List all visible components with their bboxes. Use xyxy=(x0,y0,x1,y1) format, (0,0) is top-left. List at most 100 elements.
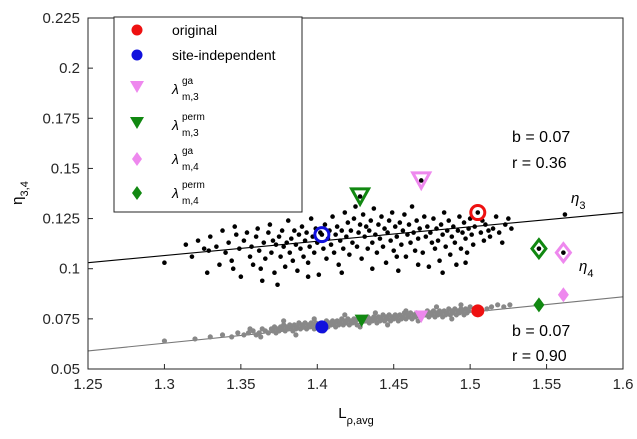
eta3-point xyxy=(298,246,303,251)
eta3-point xyxy=(360,212,366,217)
plot-frame xyxy=(87,17,624,370)
eta3-point xyxy=(438,222,444,227)
eta3-point xyxy=(295,268,300,274)
eta4-scatter-points xyxy=(161,302,513,344)
eta3-point xyxy=(322,222,328,227)
eta3-point xyxy=(425,224,430,229)
eta3-fit-slope: b = 0.07 xyxy=(512,129,570,146)
eta4-perm4-marker xyxy=(533,297,545,313)
eta3-point xyxy=(389,210,395,215)
eta3-point xyxy=(366,228,372,233)
eta3-point xyxy=(301,254,306,259)
legend-label-original: original xyxy=(172,22,217,38)
eta3-point xyxy=(457,214,462,219)
y-tick-label: 0.075 xyxy=(42,311,80,328)
eta3-point xyxy=(397,220,403,225)
eta3-point xyxy=(392,224,398,229)
eta3-perm3-marker-center-point xyxy=(357,194,363,199)
eta4-point xyxy=(235,330,241,336)
eta3-point xyxy=(363,224,369,229)
legend-sub-perm-m3: m,3 xyxy=(182,128,199,139)
eta3-point xyxy=(302,238,308,243)
eta4-point xyxy=(192,336,198,342)
eta4-point xyxy=(488,304,495,310)
eta3-point xyxy=(285,218,291,223)
eta3-point xyxy=(382,226,387,231)
legend-sup-perm-m4: perm xyxy=(182,180,205,191)
eta4-point xyxy=(229,334,235,340)
eta3-point xyxy=(345,220,351,225)
eta3-point xyxy=(403,254,409,259)
eta3-ga4-marker-center-point xyxy=(561,250,566,255)
eta3-point xyxy=(388,238,393,243)
eta3-point xyxy=(279,228,285,233)
eta3-point xyxy=(342,210,348,215)
legend-label-perm-m3: λ xyxy=(171,117,179,133)
legend-item-site-independent: site-independent xyxy=(131,47,276,63)
eta3-point xyxy=(440,270,445,276)
eta3-point xyxy=(487,234,493,239)
eta3-point xyxy=(334,224,340,229)
eta4-point xyxy=(372,310,378,316)
eta3-point xyxy=(230,266,236,272)
eta3-point xyxy=(444,228,450,233)
x-tick-label: 1.3 xyxy=(154,376,175,393)
eta3-point xyxy=(370,240,375,245)
eta3-point xyxy=(321,246,326,251)
eta3-point xyxy=(337,238,343,243)
eta3-point xyxy=(466,226,471,231)
eta4-point xyxy=(219,332,226,338)
eta3-point xyxy=(284,240,290,245)
eta3-point xyxy=(339,228,345,233)
legend-marker-perm-m3 xyxy=(130,117,144,129)
eta3-point xyxy=(434,226,439,231)
x-tick-label: 1.55 xyxy=(532,376,561,393)
eta3-point xyxy=(292,228,297,233)
eta3-point xyxy=(351,216,357,221)
eta3-point xyxy=(238,274,244,280)
eta3-point xyxy=(362,234,367,239)
x-axis-label: Lρ,avg xyxy=(338,405,373,427)
eta3-point xyxy=(247,254,253,259)
eta3-point xyxy=(472,224,478,229)
eta4-point xyxy=(256,330,262,336)
eta3-point xyxy=(241,238,247,243)
eta4-point xyxy=(403,308,409,314)
eta3-point xyxy=(359,256,364,261)
eta3-point xyxy=(276,234,282,239)
eta3-point xyxy=(331,250,337,255)
eta4-point xyxy=(241,332,247,338)
eta3-point xyxy=(269,250,274,255)
eta4-fit-slope: b = 0.07 xyxy=(512,323,570,340)
eta3-point xyxy=(454,262,459,268)
eta4-point xyxy=(385,322,391,328)
eta3-point xyxy=(305,260,311,265)
eta4-line-label: η4 xyxy=(579,258,593,280)
eta3-point xyxy=(496,230,502,235)
y-axis-label: η3,4 xyxy=(9,181,31,205)
eta3-point xyxy=(350,240,355,245)
eta3-point xyxy=(458,246,464,251)
eta3-point xyxy=(426,264,432,270)
eta3-point xyxy=(461,220,467,225)
eta3-point xyxy=(440,232,445,237)
eta3-site-independent-marker-center-point xyxy=(319,232,325,237)
eta3-point xyxy=(183,242,189,247)
eta3-point xyxy=(308,216,314,221)
eta3-point xyxy=(481,238,487,243)
eta3-point xyxy=(293,242,299,247)
eta3-point xyxy=(386,218,392,223)
eta3-point xyxy=(478,230,484,235)
legend-sub-ga-m4: m,4 xyxy=(182,162,199,173)
eta3-point xyxy=(304,230,309,235)
y-tick-label: 0.05 xyxy=(51,361,80,378)
eta4-point xyxy=(245,330,252,336)
eta3-point xyxy=(399,242,404,247)
eta3-perm4-marker xyxy=(530,237,548,261)
legend-marker-ga-m4 xyxy=(132,152,142,166)
eta3-point xyxy=(299,224,305,229)
eta3-point xyxy=(409,204,415,209)
eta3-point xyxy=(290,258,296,263)
eta3-point xyxy=(415,236,421,241)
